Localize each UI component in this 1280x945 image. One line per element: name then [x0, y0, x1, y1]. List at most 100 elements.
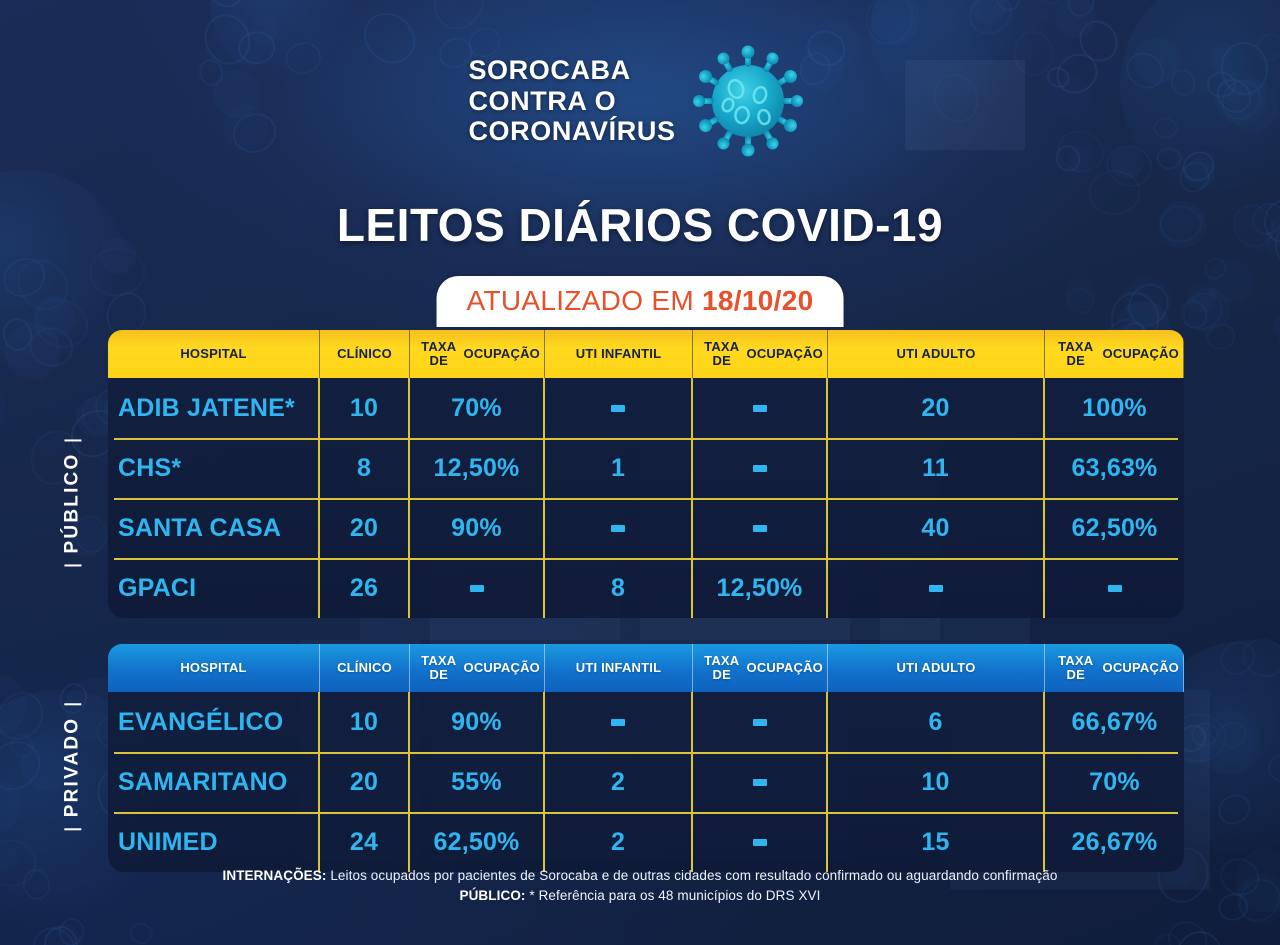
cell-uti-infantil [545, 378, 693, 438]
footer-label-internacoes: INTERNAÇÕES: [222, 868, 327, 883]
cell-taxa-infantil [693, 498, 828, 558]
section-label-privado: PRIVADO [52, 692, 92, 842]
cell-taxa-infantil [693, 438, 828, 498]
cell-taxa-adulto [1045, 558, 1184, 618]
table-row: GPACI 26 8 12,50% [108, 558, 1184, 618]
empty-value-dash [752, 718, 767, 726]
section-label-publico: PÚBLICO [52, 395, 92, 610]
column-header-uti-infantil: UTI INFANTIL [545, 644, 693, 692]
private-beds-table: HOSPITAL CLÍNICO TAXA DE OCUPAÇÃO UTI INFANT… [108, 644, 1184, 872]
cell-clinico: 10 [320, 692, 410, 752]
cell-taxa-adulto: 26,67% [1071, 827, 1158, 856]
cell-clinico: 20 [320, 498, 410, 558]
cell-taxa-adulto: 70% [1089, 767, 1140, 796]
cell-taxa-clinico: 55% [410, 752, 545, 812]
empty-value-dash [469, 584, 484, 592]
cell-taxa-clinico: 12,50% [410, 438, 545, 498]
empty-value-dash [752, 524, 767, 532]
column-header-cl-nico: CLÍNICO [320, 644, 410, 692]
cell-taxa-adulto: 62,50% [1071, 513, 1158, 542]
cell-hospital-name: SAMARITANO [108, 752, 320, 812]
private-table-body: EVANGÉLICO 10 90% 6 66,67% SAMARITANO 20 55% 2 10… [108, 692, 1184, 872]
section-label-text: PÚBLICO [61, 452, 82, 553]
cell-clinico: 10 [320, 378, 410, 438]
cell-hospital-name: UNIMED [108, 812, 320, 872]
label-bar-left [63, 563, 81, 566]
empty-value-dash [611, 404, 625, 412]
column-header-taxa-de-ocupa-o: TAXA DE OCUPAÇÃO [410, 644, 545, 692]
logo-line-2: CONTRA O [468, 85, 617, 116]
logo: SOROCABA CONTRA O CORONAVÍRUS [0, 26, 1280, 176]
table-row: UNIMED 24 62,50% 2 15 26,67% [108, 812, 1184, 872]
table-row: SAMARITANO 20 55% 2 10 70% [108, 752, 1184, 812]
cell-clinico: 8 [320, 438, 410, 498]
logo-line-3: CORONAVÍRUS [468, 116, 676, 147]
cell-taxa-clinico: 90% [410, 692, 545, 752]
public-table-body: ADIB JATENE* 10 70% 20 100% CHS* 8 12,50% 1 11 63,… [108, 378, 1184, 618]
empty-value-dash [752, 778, 767, 786]
cell-taxa-infantil [693, 812, 828, 872]
cell-uti-adulto: 11 [828, 438, 1045, 498]
cell-clinico: 20 [320, 752, 410, 812]
column-header-uti-infantil: UTI INFANTIL [545, 330, 693, 378]
cell-taxa-clinico [410, 558, 545, 618]
cell-uti-adulto [828, 558, 1045, 618]
cell-taxa-clinico: 70% [410, 378, 545, 438]
empty-value-dash [611, 524, 625, 532]
column-header-uti-adulto: UTI ADULTO [828, 330, 1045, 378]
column-header-taxa-de-ocupa-o: TAXA DE OCUPAÇÃO [693, 644, 828, 692]
cell-uti-infantil: 2 [545, 812, 693, 872]
cell-hospital-name: CHS* [108, 438, 320, 498]
column-header-hospital: HOSPITAL [108, 644, 320, 692]
table-row: EVANGÉLICO 10 90% 6 66,67% [108, 692, 1184, 752]
label-bar-right [63, 439, 81, 442]
cell-hospital-name: ADIB JATENE* [108, 378, 320, 438]
cell-clinico: 26 [320, 558, 410, 618]
empty-value-dash [1107, 584, 1122, 592]
empty-value-dash [752, 404, 767, 412]
cell-taxa-clinico: 62,50% [410, 812, 545, 872]
column-header-hospital: HOSPITAL [108, 330, 320, 378]
footer-label-publico: PÚBLICO: [459, 888, 526, 904]
page-title: LEITOS DIÁRIOS COVID-19 [336, 199, 944, 251]
cell-uti-infantil: 8 [545, 558, 693, 618]
label-bar-left [63, 828, 81, 831]
table-row: CHS* 8 12,50% 1 11 63,63% [108, 438, 1184, 498]
cell-uti-infantil: 1 [545, 438, 693, 498]
cell-uti-adulto: 40 [828, 498, 1045, 558]
cell-uti-infantil [545, 692, 693, 752]
cell-taxa-adulto: 100% [1082, 393, 1147, 422]
footer-notes: INTERNAÇÕES: Leitos ocupados por pacient… [0, 866, 1280, 907]
footer-line-internacoes: INTERNAÇÕES: Leitos ocupados por pacient… [0, 866, 1280, 886]
footer-text-publico: * Referência para os 48 municípios do DR… [525, 888, 821, 904]
cell-uti-adulto: 20 [828, 378, 1045, 438]
badge-prefix: ATUALIZADO EM [466, 285, 703, 316]
column-header-taxa-de-ocupa-o: TAXA DE OCUPAÇÃO [693, 330, 828, 378]
cell-taxa-infantil [693, 378, 828, 438]
cell-hospital-name: GPACI [108, 558, 320, 618]
cell-hospital-name: EVANGÉLICO [108, 692, 320, 752]
empty-value-dash [752, 838, 767, 846]
footer-text-internacoes: Leitos ocupados por pacientes de Sorocab… [326, 868, 1058, 883]
cell-hospital-name: SANTA CASA [108, 498, 320, 558]
column-header-taxa-de-ocupa-o: TAXA DE OCUPAÇÃO [410, 330, 545, 378]
cell-taxa-adulto: 66,67% [1071, 707, 1158, 736]
empty-value-dash [611, 718, 625, 726]
badge-date: 18/10/20 [702, 285, 814, 316]
coronavirus-icon [684, 37, 812, 165]
cell-taxa-infantil: 12,50% [693, 558, 828, 618]
cell-taxa-infantil [693, 692, 828, 752]
label-bar-right [63, 703, 81, 706]
column-header-taxa-de-ocupa-o: TAXA DE OCUPAÇÃO [1045, 330, 1184, 378]
cell-uti-infantil: 2 [545, 752, 693, 812]
cell-taxa-clinico: 90% [410, 498, 545, 558]
cell-uti-adulto: 6 [828, 692, 1045, 752]
public-table-header-row: HOSPITAL CLÍNICO TAXA DE OCUPAÇÃO UTI INFANT… [108, 330, 1184, 378]
section-label-text: PRIVADO [61, 716, 82, 818]
cell-uti-infantil [545, 498, 693, 558]
cell-clinico: 24 [320, 812, 410, 872]
public-beds-table: HOSPITAL CLÍNICO TAXA DE OCUPAÇÃO UTI INFANT… [108, 330, 1184, 618]
updated-date-badge: ATUALIZADO EM 18/10/20 [436, 276, 844, 327]
private-table-header-row: HOSPITAL CLÍNICO TAXA DE OCUPAÇÃO UTI INFANT… [108, 644, 1184, 692]
cell-taxa-adulto: 63,63% [1071, 453, 1158, 482]
